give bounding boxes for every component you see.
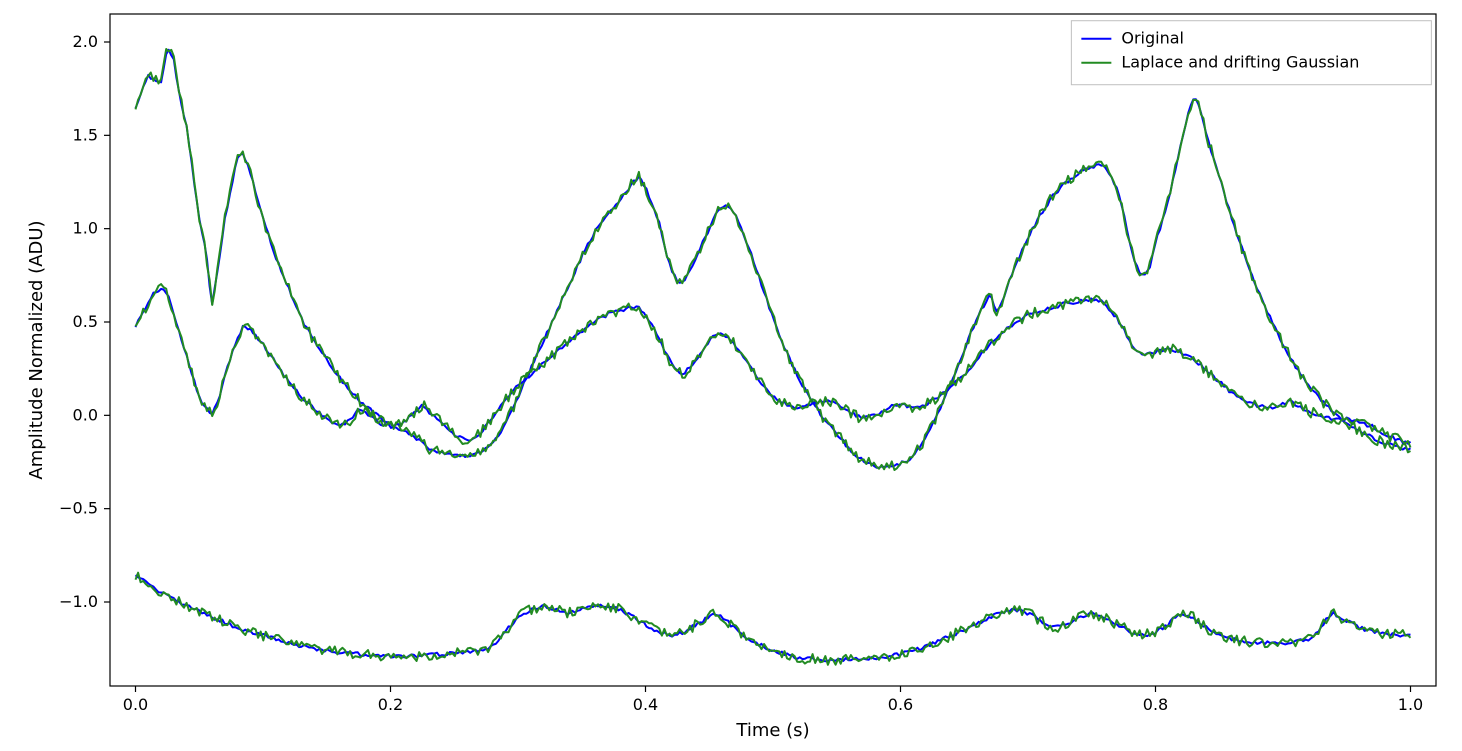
x-tick-label: 0.4 (633, 695, 658, 714)
chart-container: 0.0 0.2 0.4 0.6 0.8 1.0 −1.0 −0.5 0.0 0.5 1.0 1.5 2.… (0, 0, 1462, 751)
x-tick-label: 0.6 (888, 695, 913, 714)
line-chart: 0.0 0.2 0.4 0.6 0.8 1.0 −1.0 −0.5 0.0 0.5 1.0 1.5 2.… (0, 0, 1462, 751)
y-tick-label: 0.5 (73, 312, 98, 331)
legend-label: Original (1121, 29, 1184, 48)
y-tick-label: 0.0 (73, 405, 98, 424)
x-tick-label: 0.8 (1143, 695, 1168, 714)
x-tick-label: 0.0 (123, 695, 148, 714)
legend-label: Laplace and drifting Gaussian (1121, 53, 1359, 72)
y-tick-label: 1.0 (73, 219, 98, 238)
y-axis-label: Amplitude Normalized (ADU) (26, 220, 47, 479)
y-tick-label: −0.5 (59, 499, 98, 518)
x-axis-label: Time (s) (735, 720, 809, 741)
y-tick-label: 1.5 (73, 125, 98, 144)
y-tick-label: 2.0 (73, 32, 98, 51)
x-tick-label: 0.2 (378, 695, 403, 714)
y-tick-label: −1.0 (59, 592, 98, 611)
legend: Original Laplace and drifting Gaussian (1071, 21, 1431, 85)
x-tick-label: 1.0 (1398, 695, 1423, 714)
